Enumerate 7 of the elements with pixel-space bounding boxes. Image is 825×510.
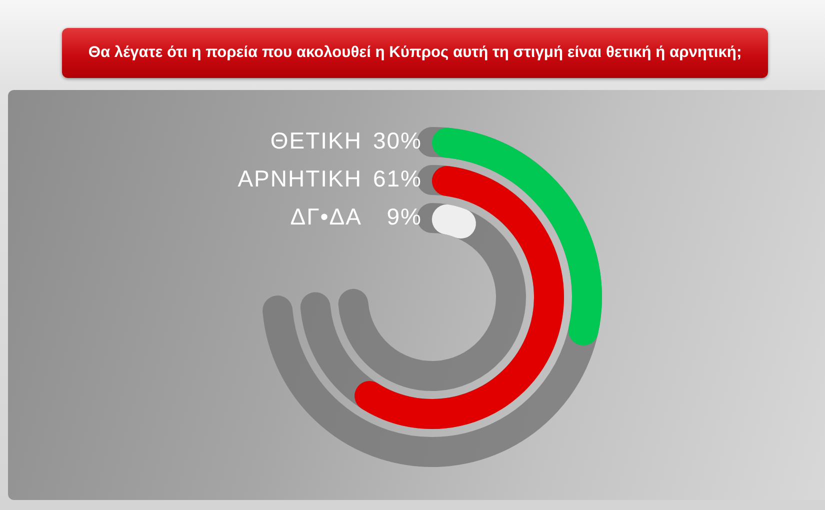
data-label: 61% xyxy=(372,165,422,192)
category-label: ΘΕΤΙΚΗ xyxy=(270,127,362,154)
data-label: 30% xyxy=(372,127,422,154)
text: Θα λέγατε ότι η πορεία που ακολουθεί η Κύπρος αυτή τη στιγμή είναι θετική ή αρνητική; xyxy=(62,28,768,78)
category-label: ΔΓ•ΔΑ xyxy=(290,203,362,230)
data-label: 9% xyxy=(386,203,422,230)
category-label: ΑΡΝΗΤΙΚΗ xyxy=(238,165,362,192)
